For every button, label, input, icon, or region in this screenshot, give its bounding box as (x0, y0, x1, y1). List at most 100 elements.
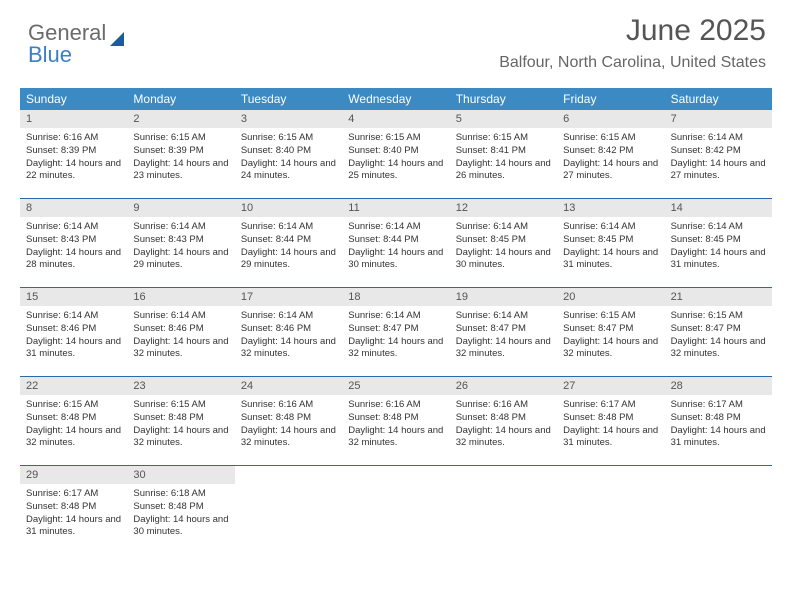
day-details: Sunrise: 6:14 AMSunset: 8:42 PMDaylight:… (665, 128, 772, 189)
sunrise-text: Sunrise: 6:14 AM (241, 310, 336, 323)
day-cell: 7Sunrise: 6:14 AMSunset: 8:42 PMDaylight… (665, 110, 772, 198)
month-title: June 2025 (499, 14, 766, 48)
day-number: 23 (127, 377, 234, 395)
day-cell: 27Sunrise: 6:17 AMSunset: 8:48 PMDayligh… (557, 377, 664, 465)
sunset-text: Sunset: 8:45 PM (671, 234, 766, 247)
day-cell (665, 466, 772, 554)
day-details: Sunrise: 6:14 AMSunset: 8:46 PMDaylight:… (235, 306, 342, 367)
day-number: 28 (665, 377, 772, 395)
day-cell: 4Sunrise: 6:15 AMSunset: 8:40 PMDaylight… (342, 110, 449, 198)
sunset-text: Sunset: 8:47 PM (348, 323, 443, 336)
day-number: 2 (127, 110, 234, 128)
daylight-text: Daylight: 14 hours and 32 minutes. (671, 336, 766, 362)
day-cell: 12Sunrise: 6:14 AMSunset: 8:45 PMDayligh… (450, 199, 557, 287)
daylight-text: Daylight: 14 hours and 30 minutes. (348, 247, 443, 273)
day-number: 20 (557, 288, 664, 306)
daylight-text: Daylight: 14 hours and 29 minutes. (133, 247, 228, 273)
sunset-text: Sunset: 8:42 PM (671, 145, 766, 158)
day-details: Sunrise: 6:15 AMSunset: 8:42 PMDaylight:… (557, 128, 664, 189)
day-cell: 1Sunrise: 6:16 AMSunset: 8:39 PMDaylight… (20, 110, 127, 198)
sunset-text: Sunset: 8:48 PM (348, 412, 443, 425)
logo-text: General Blue (28, 20, 106, 68)
sunrise-text: Sunrise: 6:15 AM (563, 132, 658, 145)
day-cell: 14Sunrise: 6:14 AMSunset: 8:45 PMDayligh… (665, 199, 772, 287)
daylight-text: Daylight: 14 hours and 32 minutes. (563, 336, 658, 362)
sunset-text: Sunset: 8:42 PM (563, 145, 658, 158)
day-details: Sunrise: 6:16 AMSunset: 8:48 PMDaylight:… (235, 395, 342, 456)
sunrise-text: Sunrise: 6:14 AM (241, 221, 336, 234)
logo: General Blue (28, 20, 124, 68)
day-number: 10 (235, 199, 342, 217)
day-details: Sunrise: 6:17 AMSunset: 8:48 PMDaylight:… (665, 395, 772, 456)
day-cell: 5Sunrise: 6:15 AMSunset: 8:41 PMDaylight… (450, 110, 557, 198)
day-cell: 16Sunrise: 6:14 AMSunset: 8:46 PMDayligh… (127, 288, 234, 376)
day-details: Sunrise: 6:15 AMSunset: 8:41 PMDaylight:… (450, 128, 557, 189)
sunset-text: Sunset: 8:43 PM (26, 234, 121, 247)
sunrise-text: Sunrise: 6:16 AM (348, 399, 443, 412)
day-cell: 20 Sunrise: 6:15 AMSunset: 8:47 PMDayligh… (557, 288, 664, 376)
sunrise-text: Sunrise: 6:16 AM (456, 399, 551, 412)
day-number: 29 (20, 466, 127, 484)
sunset-text: Sunset: 8:45 PM (456, 234, 551, 247)
day-cell (557, 466, 664, 554)
sunset-text: Sunset: 8:48 PM (26, 412, 121, 425)
day-number: 18 (342, 288, 449, 306)
day-number: 30 (127, 466, 234, 484)
day-number: 5 (450, 110, 557, 128)
sunset-text: Sunset: 8:48 PM (563, 412, 658, 425)
sunset-text: Sunset: 8:48 PM (241, 412, 336, 425)
sunrise-text: Sunrise: 6:14 AM (671, 132, 766, 145)
sunrise-text: Sunrise: 6:15 AM (563, 310, 658, 323)
sunset-text: Sunset: 8:44 PM (241, 234, 336, 247)
day-number: 8 (20, 199, 127, 217)
sunrise-text: Sunrise: 6:15 AM (241, 132, 336, 145)
day-details: Sunrise: 6:15 AMSunset: 8:48 PMDaylight:… (20, 395, 127, 456)
day-number: 4 (342, 110, 449, 128)
daylight-text: Daylight: 14 hours and 27 minutes. (563, 158, 658, 184)
logo-triangle-icon (110, 32, 124, 46)
daylight-text: Daylight: 14 hours and 31 minutes. (671, 247, 766, 273)
day-cell: 24Sunrise: 6:16 AMSunset: 8:48 PMDayligh… (235, 377, 342, 465)
daylight-text: Daylight: 14 hours and 32 minutes. (241, 336, 336, 362)
day-cell: 26Sunrise: 6:16 AMSunset: 8:48 PMDayligh… (450, 377, 557, 465)
day-cell: 18Sunrise: 6:14 AMSunset: 8:47 PMDayligh… (342, 288, 449, 376)
daylight-text: Daylight: 14 hours and 32 minutes. (241, 425, 336, 451)
day-number: 27 (557, 377, 664, 395)
sunset-text: Sunset: 8:48 PM (26, 501, 121, 514)
weekday-header: Wednesday (342, 88, 449, 110)
week-row: 1Sunrise: 6:16 AMSunset: 8:39 PMDaylight… (20, 110, 772, 199)
sunrise-text: Sunrise: 6:14 AM (26, 310, 121, 323)
sunset-text: Sunset: 8:48 PM (133, 501, 228, 514)
sunrise-text: Sunrise: 6:15 AM (348, 132, 443, 145)
sunset-text: Sunset: 8:39 PM (133, 145, 228, 158)
sunset-text: Sunset: 8:43 PM (133, 234, 228, 247)
sunset-text: Sunset: 8:47 PM (563, 323, 658, 336)
day-details: Sunrise: 6:17 AMSunset: 8:48 PMDaylight:… (557, 395, 664, 456)
day-cell: 23Sunrise: 6:15 AMSunset: 8:48 PMDayligh… (127, 377, 234, 465)
day-cell: 2Sunrise: 6:15 AMSunset: 8:39 PMDaylight… (127, 110, 234, 198)
day-cell: 13Sunrise: 6:14 AMSunset: 8:45 PMDayligh… (557, 199, 664, 287)
day-details: Sunrise: 6:15 AMSunset: 8:39 PMDaylight:… (127, 128, 234, 189)
sunrise-text: Sunrise: 6:18 AM (133, 488, 228, 501)
sunset-text: Sunset: 8:46 PM (26, 323, 121, 336)
sunset-text: Sunset: 8:48 PM (133, 412, 228, 425)
day-number: 19 (450, 288, 557, 306)
day-number: 26 (450, 377, 557, 395)
day-details: Sunrise: 6:14 AMSunset: 8:45 PMDaylight:… (557, 217, 664, 278)
day-details: Sunrise: 6:14 AMSunset: 8:43 PMDaylight:… (127, 217, 234, 278)
daylight-text: Daylight: 14 hours and 28 minutes. (26, 247, 121, 273)
daylight-text: Daylight: 14 hours and 29 minutes. (241, 247, 336, 273)
daylight-text: Daylight: 14 hours and 31 minutes. (26, 514, 121, 540)
day-details: Sunrise: 6:14 AMSunset: 8:45 PMDaylight:… (450, 217, 557, 278)
day-details: Sunrise: 6:15 AMSunset: 8:40 PMDaylight:… (235, 128, 342, 189)
day-details: Sunrise: 6:14 AMSunset: 8:43 PMDaylight:… (20, 217, 127, 278)
day-details: Sunrise: 6:14 AMSunset: 8:44 PMDaylight:… (235, 217, 342, 278)
day-number: 22 (20, 377, 127, 395)
daylight-text: Daylight: 14 hours and 24 minutes. (241, 158, 336, 184)
day-details: Sunrise: 6:14 AMSunset: 8:47 PMDaylight:… (450, 306, 557, 367)
week-row: 15Sunrise: 6:14 AMSunset: 8:46 PMDayligh… (20, 288, 772, 377)
day-number: 1 (20, 110, 127, 128)
weekday-header: Sunday (20, 88, 127, 110)
day-cell (235, 466, 342, 554)
weekday-header: Monday (127, 88, 234, 110)
